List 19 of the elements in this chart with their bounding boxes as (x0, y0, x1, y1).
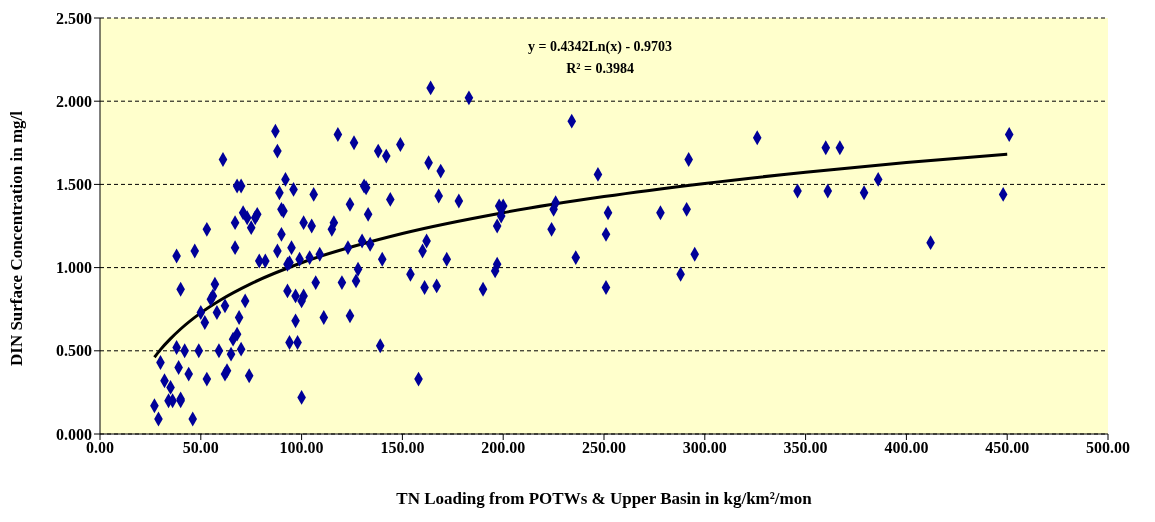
x-tick-label: 350.00 (783, 439, 828, 457)
annotation: y = 0.4342Ln(x) - 0.9703 (528, 38, 673, 56)
y-tick-label: 2.000 (56, 92, 92, 110)
x-tick-label: 500.00 (1086, 439, 1130, 457)
y-tick-label: 0.500 (56, 342, 92, 360)
x-tick-label: 100.00 (279, 439, 324, 457)
x-tick-label: 50.00 (182, 439, 219, 457)
x-tick-label: 200.00 (481, 439, 526, 457)
x-tick-label: 250.00 (582, 439, 626, 457)
x-tick-label: 400.00 (884, 439, 929, 457)
x-tick-label: 450.00 (985, 439, 1030, 457)
y-tick-label: 1.500 (56, 176, 92, 194)
y-tick-label: 1.000 (56, 259, 92, 277)
x-tick-label: 150.00 (380, 439, 425, 457)
x-tick-label: 300.00 (682, 439, 727, 457)
y-axis-title: DIN Surface Concentration in mg/l (7, 110, 27, 366)
y-tick-label: 2.500 (56, 9, 92, 27)
x-axis-title: TN Loading from POTWs & Upper Basin in kg/km²/mon (396, 489, 813, 508)
annotation: R² = 0.3984 (565, 60, 635, 78)
